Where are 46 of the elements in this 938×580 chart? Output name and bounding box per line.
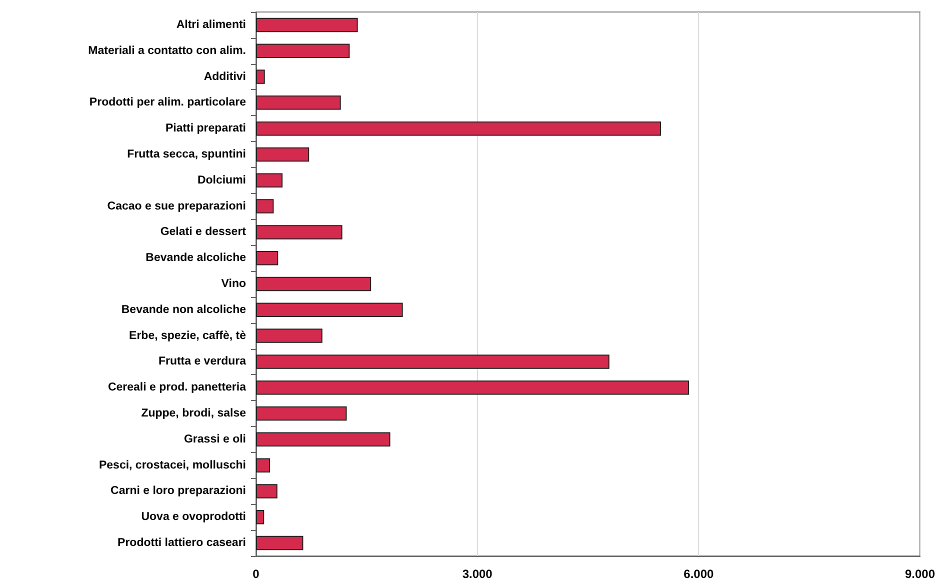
bar	[256, 225, 342, 240]
bar	[256, 510, 264, 524]
y-tick-label: Bevande non alcoliche	[121, 304, 246, 316]
x-tick-label: 3.000	[462, 567, 493, 580]
bar	[256, 536, 304, 550]
y-tick-label: Frutta secca, spuntini	[127, 148, 246, 160]
y-tick-label: Bevande alcoliche	[146, 252, 246, 264]
y-tick-label: Prodotti per alim. particolare	[89, 96, 246, 109]
y-tick-label: Uova e ovoprodotti	[141, 511, 246, 524]
bar	[256, 302, 403, 318]
bar	[256, 328, 322, 343]
y-tick-label: Materiali a contatto con alim.	[88, 44, 246, 57]
bar	[256, 173, 283, 188]
y-tick-label: Vino	[221, 278, 246, 290]
y-tick-label: Piatti preparati	[165, 122, 246, 135]
bar	[256, 406, 347, 421]
bar	[256, 484, 278, 498]
y-tick-label: Altri alimenti	[176, 18, 246, 31]
y-tick-label: Prodotti lattiero caseari	[118, 537, 246, 550]
y-tick-label: Frutta e verdura	[158, 356, 247, 368]
x-tick-label: 6.000	[684, 567, 714, 580]
bar	[256, 380, 690, 395]
y-tick-label: Grassi e oli	[184, 433, 246, 446]
bar	[256, 354, 610, 369]
bar	[256, 147, 310, 162]
bar	[256, 18, 358, 32]
x-tick-label: 0	[252, 567, 260, 580]
y-tick-label: Additivi	[204, 70, 246, 83]
bar	[256, 250, 278, 266]
bar	[256, 458, 270, 472]
y-tick-label: Cereali e prod. panetteria	[108, 382, 247, 394]
bar	[256, 276, 372, 292]
bar	[256, 96, 341, 110]
bar	[256, 70, 265, 84]
y-tick-label: Carni e loro preparazioni	[110, 485, 246, 498]
bar	[256, 199, 274, 214]
x-tick-label: 9.000	[904, 567, 936, 580]
y-tick-label: Cacao e sue preparazioni	[107, 200, 246, 212]
y-tick-label: Dolciumi	[197, 174, 246, 186]
y-tick-label: Pesci, crostacei, molluschi	[98, 459, 246, 472]
bar	[256, 121, 662, 136]
y-tick-label: Zuppe, brodi, salse	[141, 408, 246, 420]
y-tick-label: Gelati e dessert	[160, 226, 246, 238]
y-tick-label: Erbe, spezie, caffè, tè	[129, 330, 246, 342]
bar	[256, 44, 350, 58]
bar	[256, 432, 390, 447]
